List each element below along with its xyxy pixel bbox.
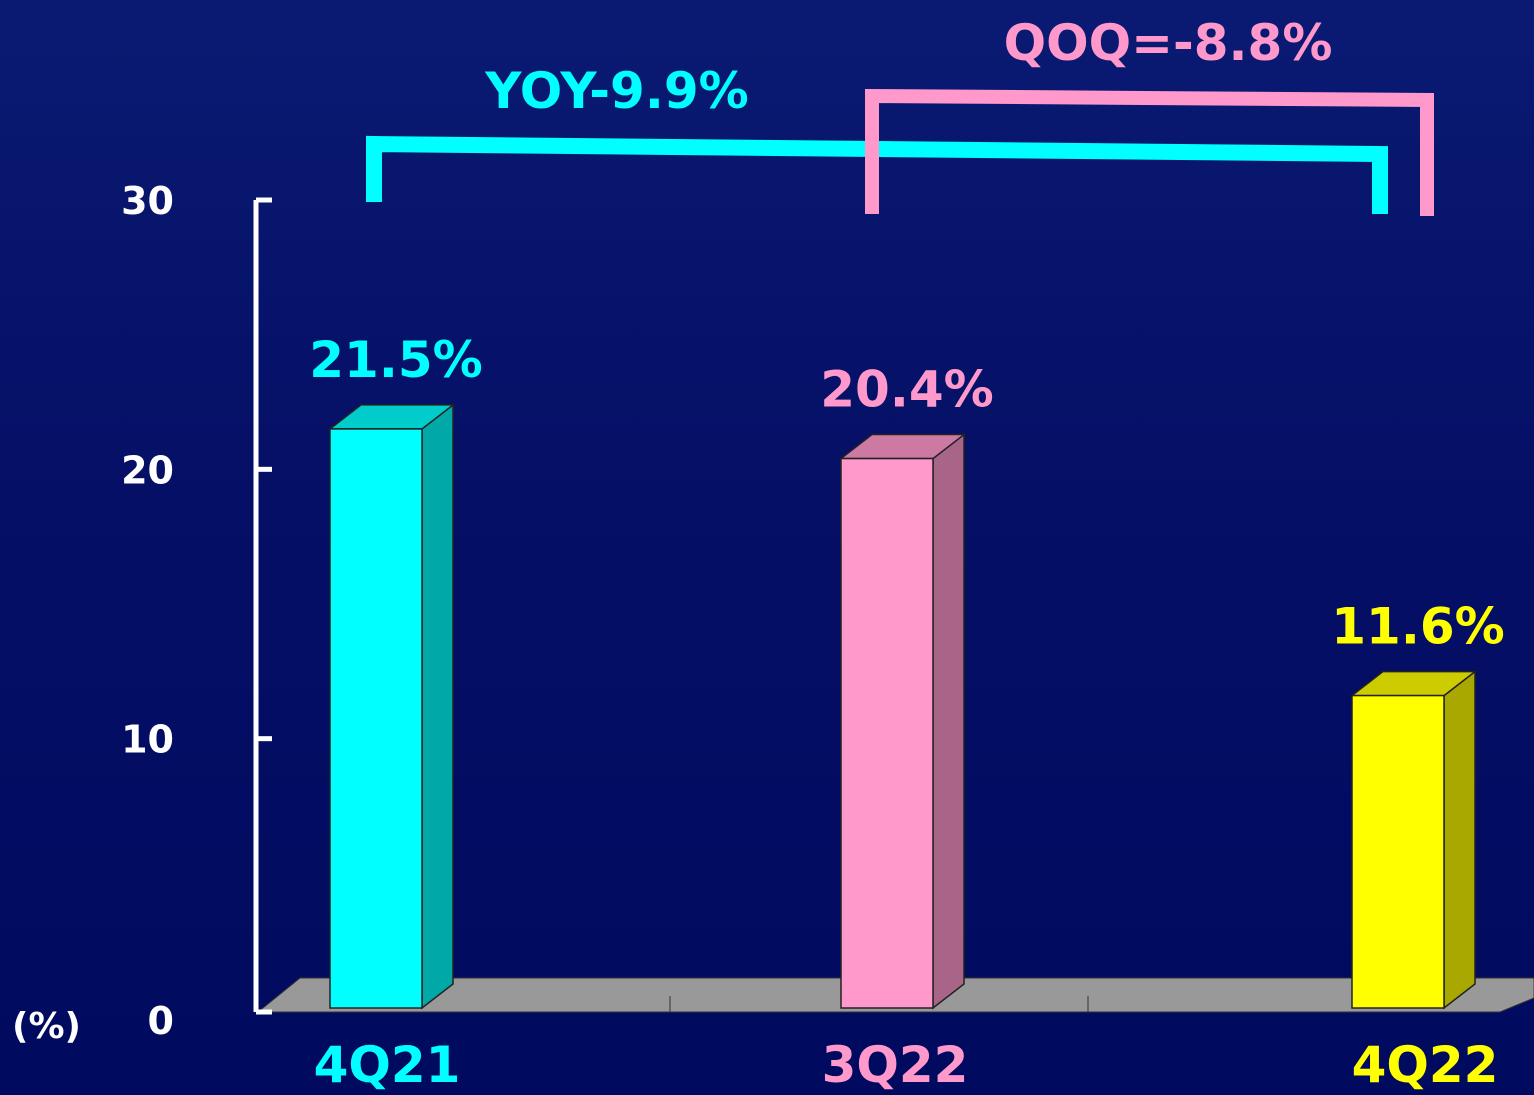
bar-side	[932, 433, 965, 1010]
annotation-label: YOY-9.9%	[484, 62, 748, 120]
bar-front	[329, 428, 423, 1009]
y-tick-label: 0	[148, 999, 174, 1043]
y-unit-label: (%)	[12, 1006, 81, 1047]
bar-front	[840, 457, 934, 1009]
annotation-label: QOQ=-8.8%	[1004, 14, 1333, 72]
bar-4Q22: 11.6% 4Q22	[1331, 598, 1504, 1094]
bar-side	[421, 403, 454, 1010]
data-label: 11.6%	[1331, 598, 1504, 656]
bar-4Q21: 21.5% 4Q21	[309, 331, 482, 1094]
annotation-bracket: QOQ=-8.8%	[865, 14, 1434, 216]
y-tick-label: 30	[121, 179, 174, 223]
data-label: 21.5%	[309, 331, 482, 389]
bar-side	[1443, 670, 1476, 1010]
data-label: 20.4%	[820, 361, 993, 419]
x-tick-label: 3Q22	[822, 1036, 969, 1094]
bracket-line	[865, 88, 1434, 216]
x-tick-label: 4Q22	[1352, 1036, 1499, 1094]
bar-3Q22: 20.4% 3Q22	[820, 361, 993, 1094]
bar-front	[1351, 694, 1445, 1009]
x-tick-label: 4Q21	[314, 1036, 461, 1094]
y-tick-label: 20	[121, 448, 174, 492]
y-tick-label: 10	[121, 718, 174, 762]
